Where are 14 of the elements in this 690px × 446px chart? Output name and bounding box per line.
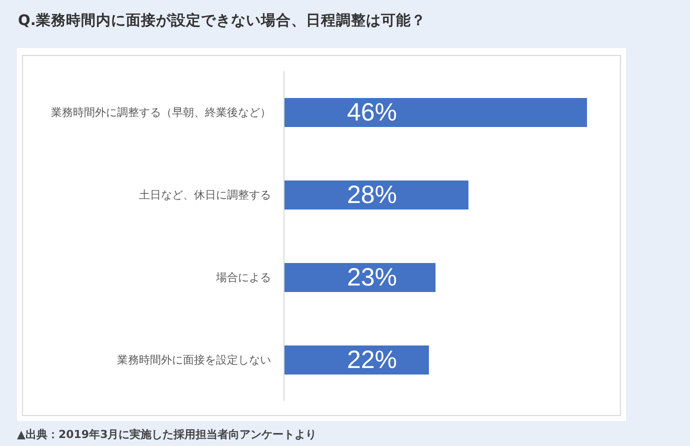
bar (284, 263, 436, 292)
bar (284, 98, 587, 127)
data-label: 22% (346, 346, 398, 374)
data-label: 46% (346, 98, 398, 126)
chart-title: Q.業務時間内に面接が設定できない場合、日程調整は可能？ (18, 12, 426, 30)
y-tick-label: 業務時間外に面接を設定しない (117, 354, 271, 367)
y-tick-label: 場合による (215, 271, 271, 284)
y-tick-label: 土日など、休日に調整する (139, 188, 271, 202)
data-label: 23% (346, 264, 398, 292)
bar (284, 180, 468, 210)
text: ▲出典：2019年3月に実施した採用担当者向アンケートより (17, 427, 317, 442)
y-tick-label: 業務時間外に調整する（早朝、終業後など） (51, 106, 271, 120)
data-label: 28% (346, 181, 398, 209)
bar (284, 346, 429, 374)
